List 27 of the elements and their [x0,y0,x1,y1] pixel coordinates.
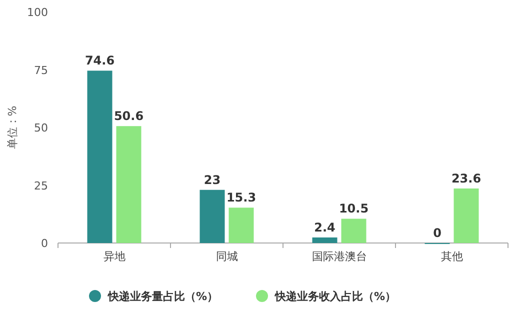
x-tick-label: 异地 [103,250,126,263]
data-label: 23.6 [451,171,482,186]
data-label: 15.3 [226,190,256,205]
data-label: 0 [433,226,442,240]
x-tick-label: 其他 [440,250,463,263]
bar [341,218,366,243]
bar [87,70,112,243]
data-label: 10.5 [338,202,369,216]
y-tick-label: 50 [34,122,48,134]
x-tick-label: 国际港澳台 [312,250,367,263]
bar [454,188,479,243]
bar [228,208,254,243]
legend-label: 快递业务收入占比（%） [274,290,396,303]
legend-label: 快递业务量占比（%） [107,290,218,303]
data-label: 74.6 [84,54,115,68]
y-tick-label: 0 [41,237,48,250]
y-tick-label: 75 [34,64,48,77]
bar [312,237,338,243]
data-label: 2.4 [314,220,336,234]
data-label: 50.6 [114,109,144,124]
bar [116,126,142,243]
y-tick-label: 25 [34,179,48,192]
bar [200,190,225,243]
data-label: 23 [204,172,221,187]
y-axis-title: 单位：% [6,106,19,150]
x-tick-label: 同城 [216,250,238,263]
y-tick-label: 100 [27,6,48,19]
